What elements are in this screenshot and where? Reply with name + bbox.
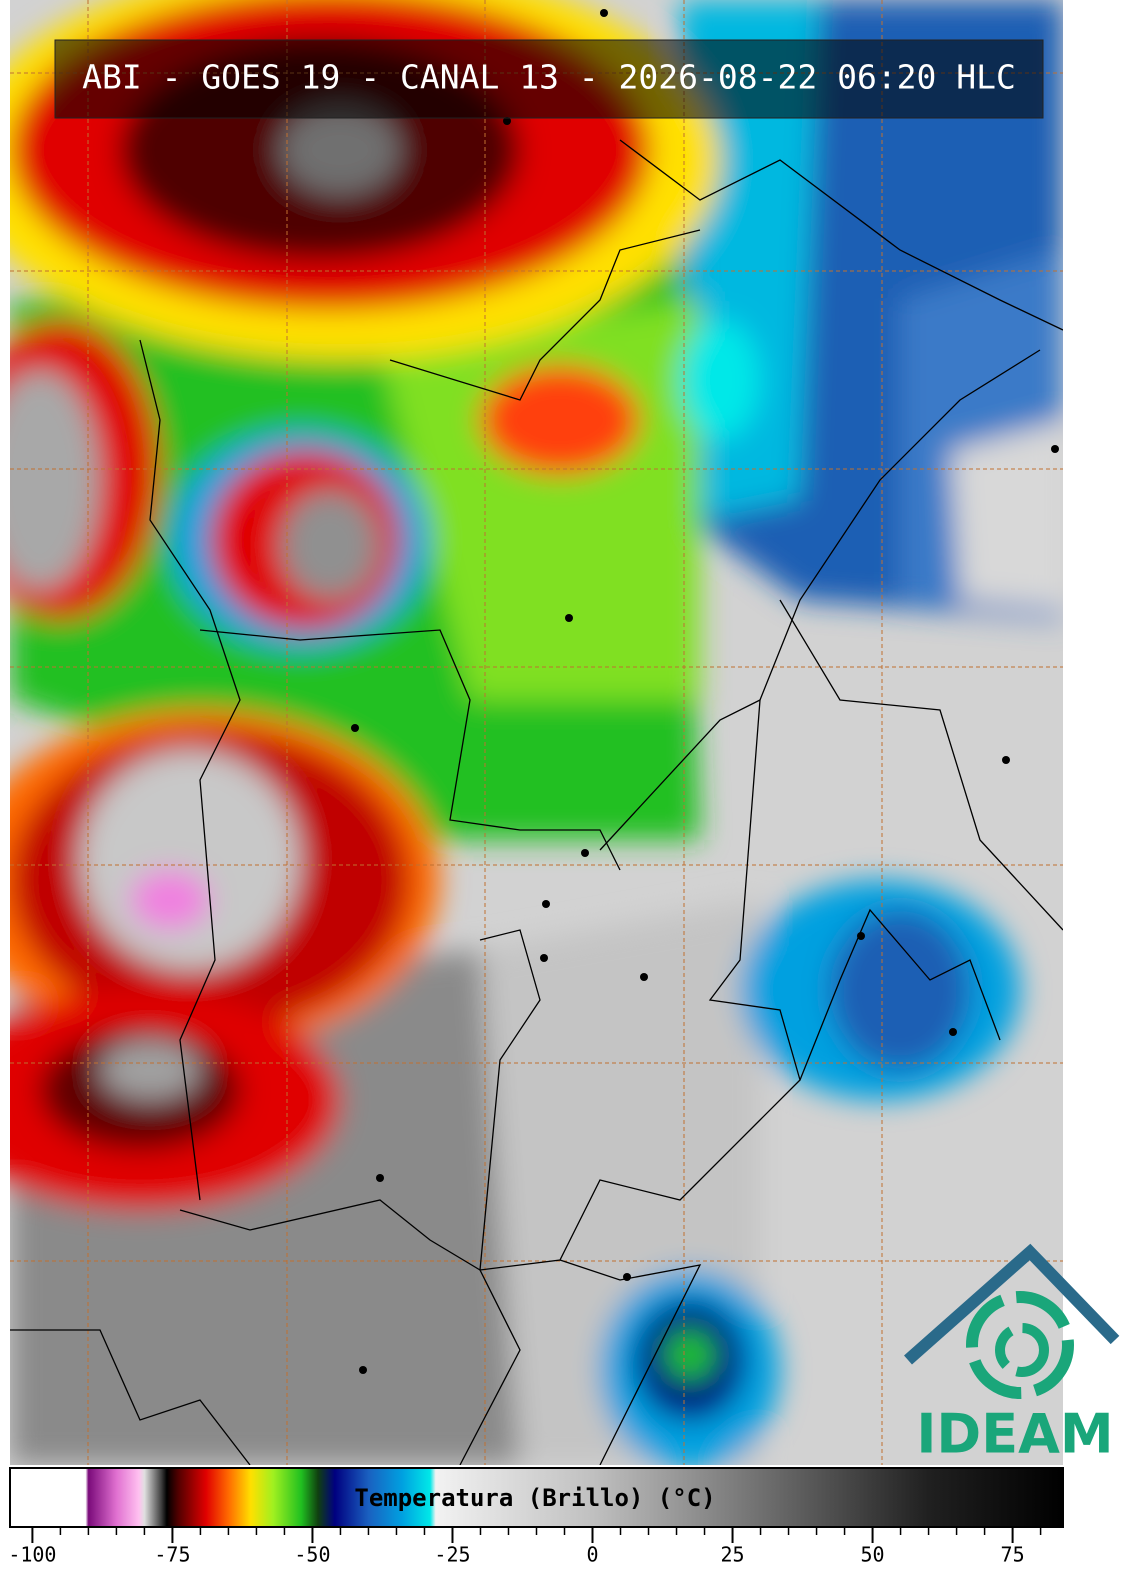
colorbar: Temperatura (Brillo) (°C) -100 -75 -50 -25 0 2… [8,1467,1064,1567]
logo: IDEAM [904,1243,1120,1466]
tick-label: -25 [434,1543,470,1567]
tick-label: -75 [154,1543,190,1567]
satellite-map [10,0,1063,1465]
logo-text: IDEAM [916,1403,1113,1466]
tick-label: 75 [1001,1543,1025,1567]
title: ABI - GOES 19 - CANAL 13 - 2026-08-22 06… [82,58,1016,97]
colorbar-label: Temperatura (Brillo) (°C) [354,1484,715,1512]
tick-label: 50 [861,1543,885,1567]
tick-label: -50 [294,1543,330,1567]
tick-label: -100 [8,1543,56,1567]
title-box [54,39,1044,119]
tick-label: 25 [720,1543,744,1567]
tick-label: 0 [586,1543,598,1567]
